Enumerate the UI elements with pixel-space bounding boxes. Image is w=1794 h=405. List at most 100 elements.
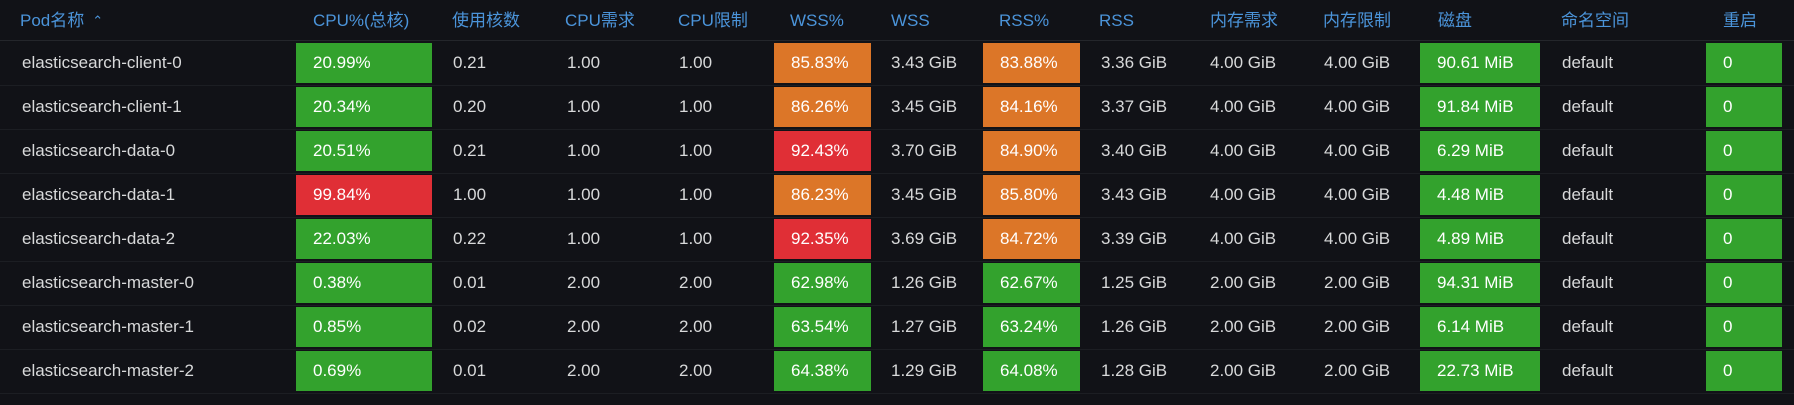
memory-limit-cell: 4.00 GiB xyxy=(1324,229,1391,248)
namespace-cell: default xyxy=(1562,229,1614,248)
column-header-rss[interactable]: RSS xyxy=(1099,11,1134,30)
cpu-percent-cell: 99.84% xyxy=(296,175,432,215)
wss-percent-cell: 86.23% xyxy=(774,175,871,215)
memory-request-cell: 4.00 GiB xyxy=(1210,53,1277,72)
disk-cell: 22.73 MiB xyxy=(1420,351,1540,391)
table-row[interactable]: elasticsearch-client-0 20.99% 0.21 1.00 1.00… xyxy=(0,41,1794,86)
memory-request-cell: 4.00 GiB xyxy=(1210,229,1277,248)
cores-used-cell: 0.21 xyxy=(453,53,487,72)
column-header-cpu-request[interactable]: CPU需求 xyxy=(565,11,635,30)
pod-name-cell: elasticsearch-master-1 xyxy=(22,317,194,336)
rss-percent-cell: 63.24% xyxy=(983,307,1080,347)
cores-used-cell: 0.21 xyxy=(453,141,487,160)
cpu-limit-cell: 1.00 xyxy=(679,185,713,204)
cores-used-cell: 0.01 xyxy=(453,361,487,380)
namespace-cell: default xyxy=(1562,273,1614,292)
column-header-memory-limit[interactable]: 内存限制 xyxy=(1323,11,1391,30)
column-header-restarts[interactable]: 重启 xyxy=(1723,11,1757,30)
pod-name-cell: elasticsearch-master-2 xyxy=(22,361,194,380)
cpu-percent-cell: 20.34% xyxy=(296,87,432,127)
restarts-cell: 0 xyxy=(1706,351,1782,391)
wss-percent-cell: 92.35% xyxy=(774,219,871,259)
column-header-rss-percent[interactable]: RSS% xyxy=(999,11,1050,30)
cpu-percent-cell: 20.99% xyxy=(296,43,432,83)
memory-limit-cell: 2.00 GiB xyxy=(1324,361,1391,380)
disk-cell: 6.14 MiB xyxy=(1420,307,1540,347)
table-row[interactable]: elasticsearch-data-0 20.51% 0.21 1.00 1.00 92… xyxy=(0,129,1794,174)
cpu-request-cell: 2.00 xyxy=(567,361,601,380)
rss-cell: 3.39 GiB xyxy=(1101,229,1168,248)
cpu-request-cell: 1.00 xyxy=(567,141,601,160)
restarts-cell: 0 xyxy=(1706,175,1782,215)
column-header-cpu-limit[interactable]: CPU限制 xyxy=(678,11,748,30)
column-header-cores-used[interactable]: 使用核数 xyxy=(452,11,520,30)
pod-name-cell: elasticsearch-data-0 xyxy=(22,141,176,160)
restarts-cell: 0 xyxy=(1706,43,1782,83)
cores-used-cell: 0.01 xyxy=(453,273,487,292)
rss-percent-cell: 84.16% xyxy=(983,87,1080,127)
column-header-cpu-percent[interactable]: CPU%(总核) xyxy=(313,11,410,30)
wss-percent-cell: 92.43% xyxy=(774,131,871,171)
rss-percent-cell: 85.80% xyxy=(983,175,1080,215)
namespace-cell: default xyxy=(1562,53,1614,72)
rss-cell: 3.37 GiB xyxy=(1101,97,1168,116)
memory-limit-cell: 4.00 GiB xyxy=(1324,97,1391,116)
namespace-cell: default xyxy=(1562,317,1614,336)
disk-cell: 94.31 MiB xyxy=(1420,263,1540,303)
rss-percent-cell: 83.88% xyxy=(983,43,1080,83)
rss-cell: 1.28 GiB xyxy=(1101,361,1168,380)
cores-used-cell: 0.22 xyxy=(453,229,487,248)
cpu-request-cell: 2.00 xyxy=(567,273,601,292)
column-header-pod-name[interactable]: Pod名称 ⌃ xyxy=(20,0,103,40)
column-header-disk[interactable]: 磁盘 xyxy=(1438,11,1472,30)
cpu-limit-cell: 2.00 xyxy=(679,273,713,292)
cpu-percent-cell: 0.85% xyxy=(296,307,432,347)
wss-cell: 1.26 GiB xyxy=(891,273,958,292)
cpu-percent-cell: 0.38% xyxy=(296,263,432,303)
memory-request-cell: 4.00 GiB xyxy=(1210,97,1277,116)
restarts-cell: 0 xyxy=(1706,263,1782,303)
rss-cell: 1.26 GiB xyxy=(1101,317,1168,336)
pod-name-cell: elasticsearch-data-1 xyxy=(22,185,176,204)
namespace-cell: default xyxy=(1562,185,1614,204)
disk-cell: 90.61 MiB xyxy=(1420,43,1540,83)
column-header-memory-request[interactable]: 内存需求 xyxy=(1210,11,1278,30)
namespace-cell: default xyxy=(1562,141,1614,160)
cpu-request-cell: 2.00 xyxy=(567,317,601,336)
restarts-cell: 0 xyxy=(1706,307,1782,347)
column-header-wss-percent[interactable]: WSS% xyxy=(790,11,844,30)
table-header: Pod名称 ⌃ CPU%(总核) 使用核数 CPU需求 CPU限制 WSS% WS… xyxy=(0,0,1794,41)
wss-cell: 3.45 GiB xyxy=(891,185,958,204)
disk-cell: 4.48 MiB xyxy=(1420,175,1540,215)
cpu-limit-cell: 2.00 xyxy=(679,317,713,336)
memory-request-cell: 2.00 GiB xyxy=(1210,317,1277,336)
disk-cell: 6.29 MiB xyxy=(1420,131,1540,171)
wss-percent-cell: 62.98% xyxy=(774,263,871,303)
table-row[interactable]: elasticsearch-data-1 99.84% 1.00 1.00 1.00 86… xyxy=(0,173,1794,218)
memory-request-cell: 4.00 GiB xyxy=(1210,141,1277,160)
restarts-cell: 0 xyxy=(1706,219,1782,259)
table-row[interactable]: elasticsearch-master-2 0.69% 0.01 2.00 2.00 6… xyxy=(0,349,1794,394)
rss-percent-cell: 64.08% xyxy=(983,351,1080,391)
table-row[interactable]: elasticsearch-client-1 20.34% 0.20 1.00 1.00… xyxy=(0,85,1794,130)
table-row[interactable]: elasticsearch-master-0 0.38% 0.01 2.00 2.00 6… xyxy=(0,261,1794,306)
memory-limit-cell: 4.00 GiB xyxy=(1324,185,1391,204)
column-header-wss[interactable]: WSS xyxy=(891,11,930,30)
cpu-request-cell: 1.00 xyxy=(567,229,601,248)
rss-percent-cell: 84.90% xyxy=(983,131,1080,171)
cpu-limit-cell: 1.00 xyxy=(679,229,713,248)
table-row[interactable]: elasticsearch-master-1 0.85% 0.02 2.00 2.00 6… xyxy=(0,305,1794,350)
pod-name-cell: elasticsearch-client-0 xyxy=(22,53,182,72)
column-header-namespace[interactable]: 命名空间 xyxy=(1561,11,1629,30)
cpu-limit-cell: 1.00 xyxy=(679,97,713,116)
cpu-request-cell: 1.00 xyxy=(567,53,601,72)
chevron-up-icon[interactable]: ⌃ xyxy=(92,13,104,28)
rss-percent-cell: 84.72% xyxy=(983,219,1080,259)
cpu-limit-cell: 1.00 xyxy=(679,141,713,160)
memory-limit-cell: 2.00 GiB xyxy=(1324,273,1391,292)
cpu-limit-cell: 2.00 xyxy=(679,361,713,380)
cpu-percent-cell: 20.51% xyxy=(296,131,432,171)
column-header-label: Pod名称 xyxy=(20,11,85,30)
table-row[interactable]: elasticsearch-data-2 22.03% 0.22 1.00 1.00 92… xyxy=(0,217,1794,262)
